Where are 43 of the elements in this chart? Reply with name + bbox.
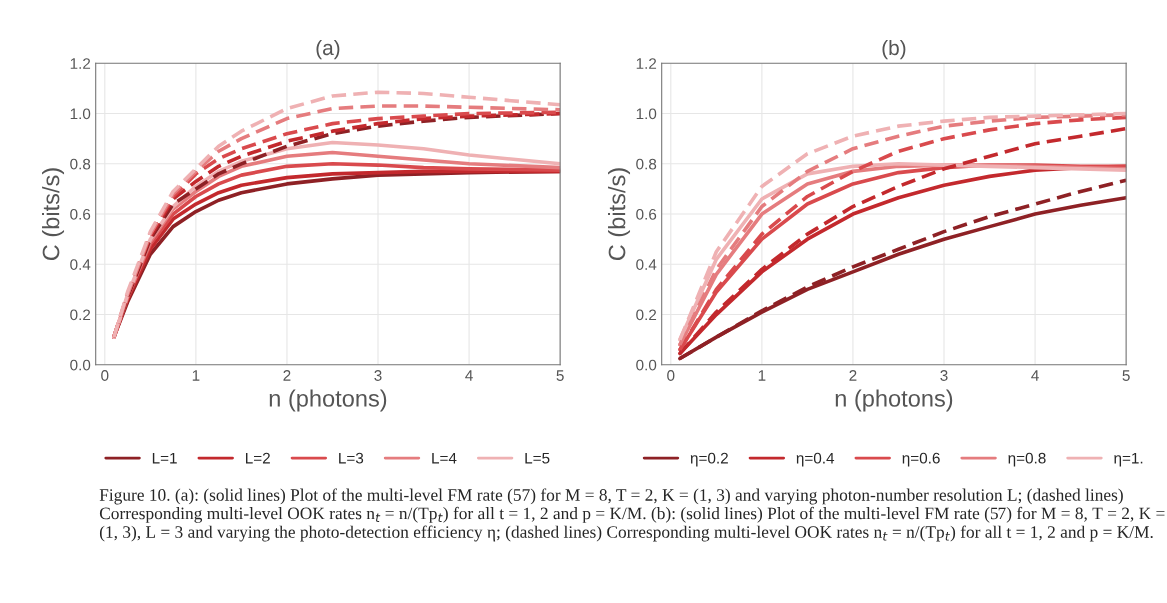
y-tick-label: 0.8 bbox=[636, 158, 657, 170]
x-tick-label: 0 bbox=[667, 370, 675, 381]
y-tick-label: 0.2 bbox=[636, 309, 657, 321]
legend-label: η=0.2 bbox=[690, 452, 728, 467]
legend-label: L=2 bbox=[246, 452, 270, 464]
x-tick-label: 3 bbox=[940, 370, 948, 381]
legend-label: L=4 bbox=[432, 452, 457, 464]
x-tick-label: 4 bbox=[465, 370, 473, 381]
legend-label: L=5 bbox=[525, 452, 550, 464]
y-tick-label: 1.2 bbox=[636, 58, 657, 69]
y-tick-label: 1.2 bbox=[70, 58, 91, 69]
y-tick-label: 0.6 bbox=[636, 208, 657, 220]
y-tick-label: 0.6 bbox=[70, 208, 91, 220]
chart-title: (a) bbox=[316, 39, 340, 60]
y-tick-label: 0.0 bbox=[70, 359, 91, 371]
y-tick-label: 0.0 bbox=[636, 359, 657, 371]
x-tick-label: 1 bbox=[758, 370, 766, 381]
y-tick-label: 0.8 bbox=[70, 158, 91, 170]
legend-label: L=3 bbox=[339, 452, 364, 464]
y-tick-label: 0.4 bbox=[636, 259, 657, 270]
x-tick-label: 0 bbox=[101, 370, 109, 381]
x-tick-label: 2 bbox=[849, 370, 857, 381]
x-tick-label: 1 bbox=[192, 370, 200, 381]
legend-label: η=1. bbox=[1114, 452, 1143, 467]
y-tick-label: 1.0 bbox=[636, 108, 657, 120]
x-tick-label: 2 bbox=[283, 370, 291, 381]
x-tick-label: 3 bbox=[374, 370, 382, 381]
y-tick-label: 0.2 bbox=[70, 309, 91, 321]
x-axis-title: n (photons) bbox=[835, 389, 953, 412]
x-axis-title: n (photons) bbox=[269, 389, 387, 412]
legend-label: L=1 bbox=[152, 452, 177, 464]
legend-label: η=0.6 bbox=[902, 452, 940, 467]
chart-title: (b) bbox=[882, 39, 906, 60]
text: Figure 10. (a): (solid lines) Plot of the multi-level FM rate (57) for M = 8, T = 2, K = (1, 3) and varying photon-number resolution L; (dashed lines) Corresponding multi-level OOK rates n$_{t}$ = n/(Tp$_{t}$) for all t = 1, 2 and p = K/M. (b): (solid lines) Plot of the multi-level FM rate (57) for M = 8, T = 2, K = (1, 3), L = 3 and varying the photo-detection efficiency η; (dashed lines) Corresponding multi-level OOK rates n$_{t}$ = n/(Tp$_{t}$) for all t = 1, 2 and p = K/M. bbox=[99, 488, 1165, 542]
x-tick-label: 4 bbox=[1031, 370, 1039, 381]
y-axis-title: C (bits/s) bbox=[608, 168, 631, 261]
x-tick-label: 5 bbox=[1122, 370, 1130, 381]
x-tick-label: 5 bbox=[556, 370, 564, 381]
legend-label: η=0.4 bbox=[796, 452, 835, 467]
y-tick-label: 0.4 bbox=[70, 259, 91, 270]
y-tick-label: 1.0 bbox=[70, 108, 91, 120]
y-axis-title: C (bits/s) bbox=[42, 168, 65, 261]
legend-label: η=0.8 bbox=[1008, 452, 1046, 467]
